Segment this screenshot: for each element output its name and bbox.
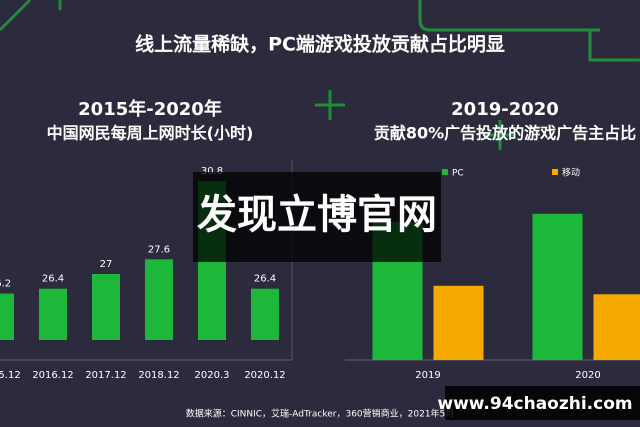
x-tick-label: 2016.12 (32, 370, 73, 381)
value-label: 26.4 (254, 274, 276, 285)
watermark-box (193, 172, 441, 262)
bar (593, 294, 640, 360)
bar (0, 293, 14, 340)
source: 数据来源：CINNIC，艾瑞-AdTracker，360营销商业，2021年5月 (186, 408, 455, 420)
bar (145, 259, 173, 340)
value-label: 26.2 (0, 279, 11, 290)
bar (532, 213, 583, 360)
value-label: 27 (100, 259, 113, 270)
legend-label: 移动 (562, 167, 580, 179)
chart-subtitle: 中国网民每周上网时长(小时) (47, 124, 254, 143)
x-tick-label: 2015.12 (0, 370, 21, 381)
legend-swatch (552, 169, 558, 175)
site: www.94chaozhi.com (437, 394, 632, 414)
x-tick-label: 2019 (415, 370, 440, 381)
watermark: 发现立博官网 (197, 192, 437, 238)
bar (433, 285, 484, 360)
value-label: 27.6 (148, 244, 170, 255)
value-label: 30.8 (201, 166, 223, 177)
bar (251, 288, 279, 340)
legend-label: PC (452, 169, 464, 179)
bar (39, 288, 67, 340)
bar (92, 274, 120, 340)
legend-swatch (442, 169, 448, 175)
x-tick-label: 2020.3 (195, 370, 230, 381)
site-box (445, 386, 640, 420)
decoration (0, 0, 640, 150)
x-tick-label: 2020.12 (244, 370, 285, 381)
chart-subtitle: 贡献80%广告投放的游戏广告主占比 (374, 124, 636, 143)
x-tick-label: 2017.12 (85, 370, 126, 381)
page-title: 线上流量稀缺，PC端游戏投放贡献占比明显 (135, 33, 505, 56)
x-tick-label: 2020 (575, 370, 600, 381)
chart-title: 2019-2020 (451, 99, 559, 120)
value-label: 26.4 (42, 274, 64, 285)
x-tick-label: 2018.12 (138, 370, 179, 381)
chart-title: 2015年-2020年 (78, 98, 222, 120)
